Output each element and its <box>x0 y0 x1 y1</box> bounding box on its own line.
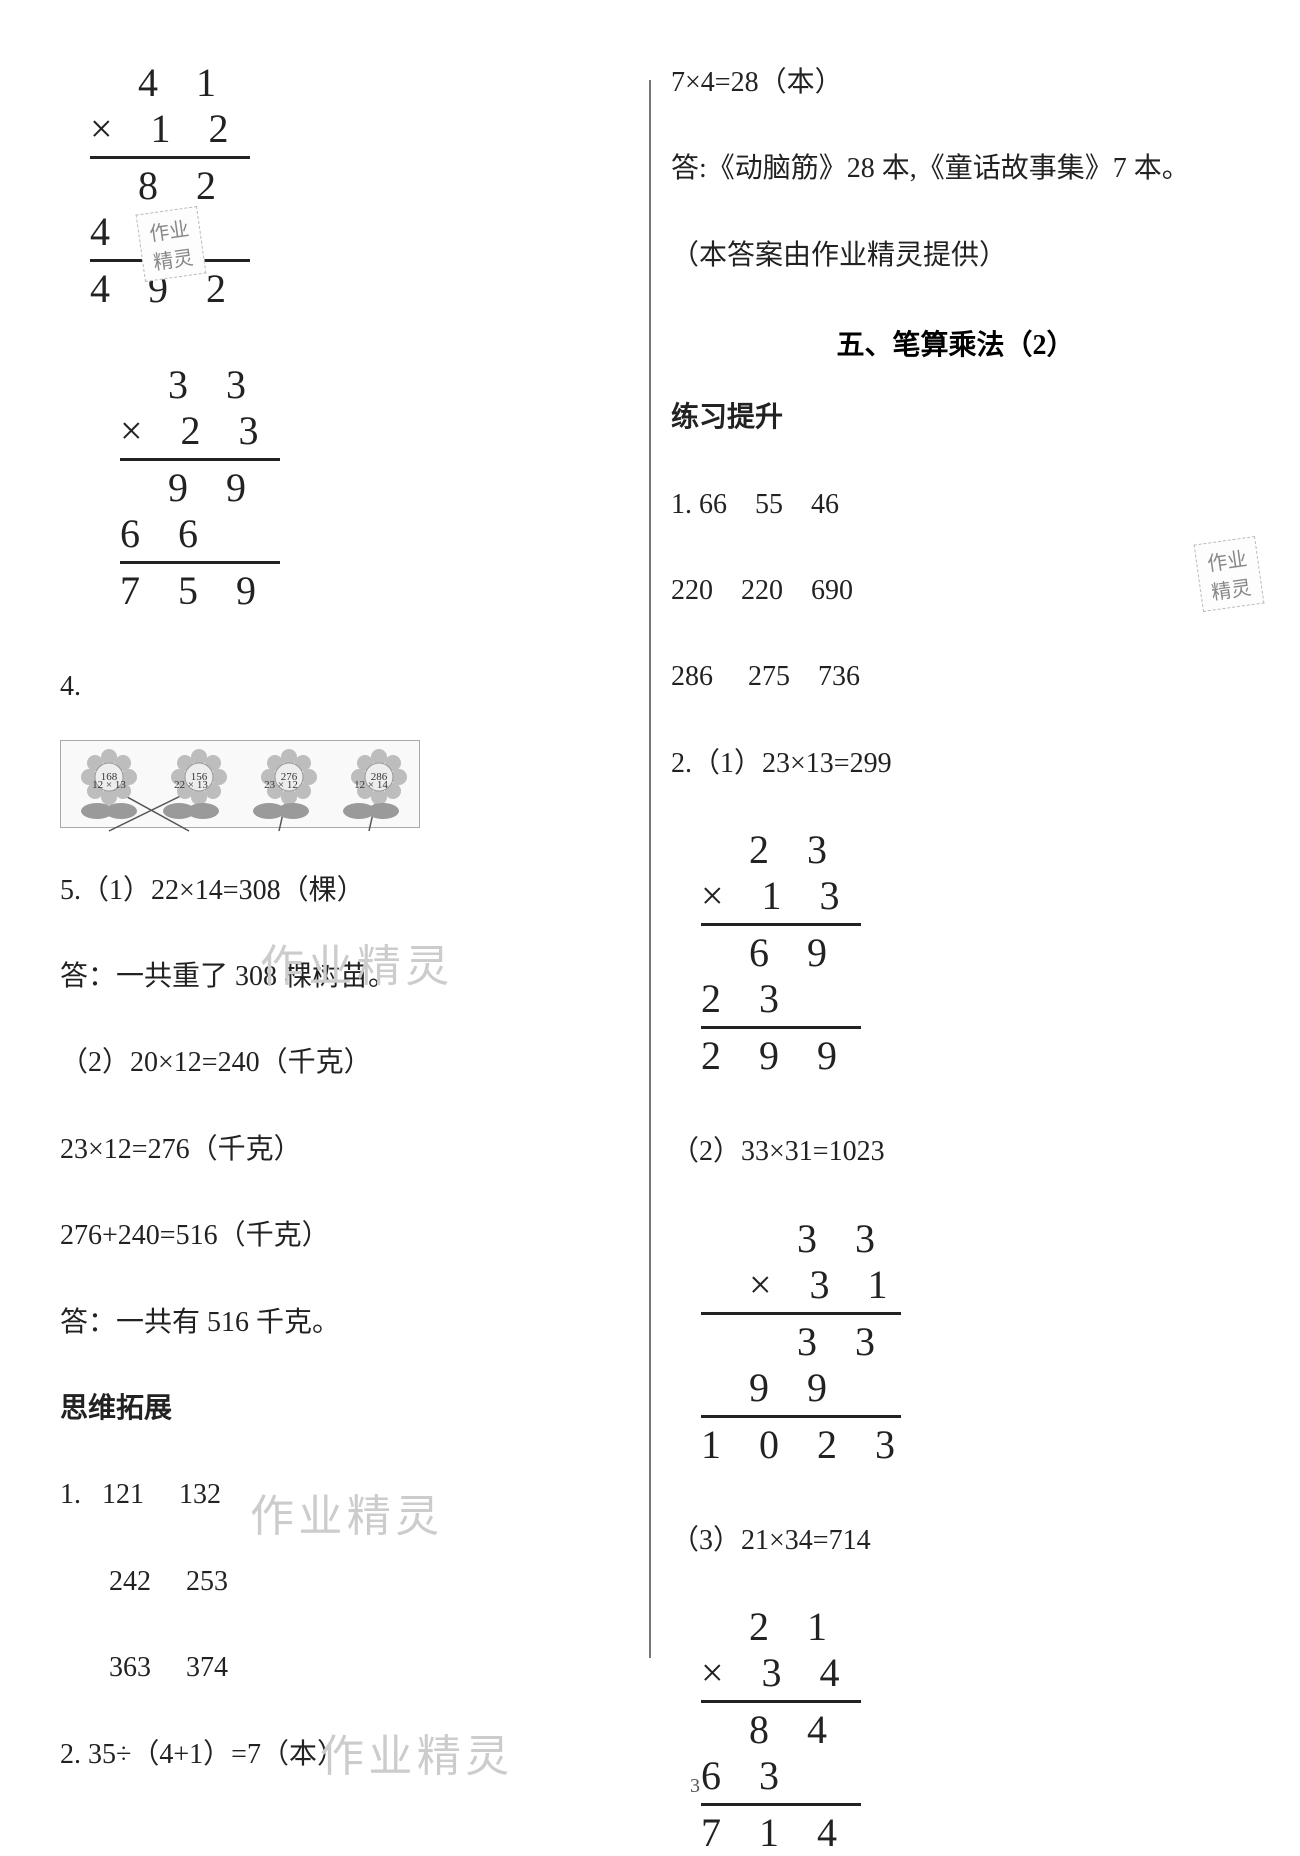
leaf-value: 23 × 12 <box>251 779 311 791</box>
r-line3: （本答案由作业精灵提供） <box>671 231 1240 281</box>
mult-row: 1 0 2 3 <box>701 1422 1240 1468</box>
thinking-extension-heading: 思维拓展 <box>60 1384 629 1434</box>
r1c: 286 275 736 <box>671 652 1240 702</box>
q2-3: （3）21×34=714 <box>671 1516 1240 1566</box>
q4-label: 4. <box>60 662 629 712</box>
q2-2: （2）33×31=1023 <box>671 1127 1240 1177</box>
leaf-node: 12 × 13 <box>79 791 139 821</box>
leaf-node: 12 × 14 <box>341 791 401 821</box>
multiplication-21x34: 2 1 × 3 4 8 4 6 3 7 1 4 <box>701 1604 1240 1856</box>
page-number: 3 <box>690 1775 700 1798</box>
mult-row: 7 5 9 <box>120 568 629 614</box>
rule-line <box>701 1312 901 1315</box>
mult-row: 2 3 <box>701 827 1240 873</box>
ext-row: 363 374 <box>60 1643 629 1693</box>
mult-row: 6 6 <box>120 511 629 557</box>
r1b: 220 220 690 <box>671 566 1240 616</box>
q5-2-answer: 答：一共有 516 千克。 <box>60 1298 629 1348</box>
mult-row: 8 4 <box>701 1707 1240 1753</box>
mult-row: 2 3 <box>701 976 1240 1022</box>
watermark-stamp: 作业精灵 <box>136 206 207 282</box>
column-divider <box>649 80 651 1658</box>
left-column: 4 1 × 1 2 8 2 4 1 4 9 2 作业精灵 3 3 × 2 3 9… <box>60 40 629 1798</box>
mult-row: 9 9 <box>120 465 629 511</box>
page-columns: 4 1 × 1 2 8 2 4 1 4 9 2 作业精灵 3 3 × 2 3 9… <box>60 40 1240 1798</box>
mult-row: 6 9 <box>701 930 1240 976</box>
right-column: 7×4=28（本） 答:《动脑筋》28 本,《童话故事集》7 本。 （本答案由作… <box>671 40 1240 1798</box>
mult-row: 6 3 <box>701 1753 1240 1799</box>
practice-heading: 练习提升 <box>671 393 1240 443</box>
q5-2b: 23×12=276（千克） <box>60 1125 629 1175</box>
r-line2: 答:《动脑筋》28 本,《童话故事集》7 本。 <box>671 144 1240 194</box>
q2-1: 2.（1）23×13=299 <box>671 739 1240 789</box>
q5-2: （2）20×12=240（千克） <box>60 1038 629 1088</box>
rule-line <box>120 561 280 564</box>
multiplication-23x13: 2 3 × 1 3 6 9 2 3 2 9 9 <box>701 827 1240 1079</box>
mult-row: 4 1 <box>90 60 629 106</box>
leaf-value: 12 × 13 <box>79 779 139 791</box>
mult-row: × 3 1 <box>701 1262 1240 1308</box>
mult-row: × 2 3 <box>120 408 629 454</box>
rule-line <box>701 923 861 926</box>
rule-line <box>701 1415 901 1418</box>
q5-1: 5.（1）22×14=308（棵） <box>60 866 629 916</box>
mult-row: 3 3 <box>701 1319 1240 1365</box>
mult-row: × 1 3 <box>701 873 1240 919</box>
r1a: 1. 66 55 46 <box>671 480 1240 530</box>
mult-row: 7 1 4 <box>701 1810 1240 1856</box>
ext-q2: 2. 35÷（4+1）=7（本） <box>60 1730 629 1780</box>
q5-2c: 276+240=516（千克） <box>60 1211 629 1261</box>
mult-row: 3 3 <box>120 362 629 408</box>
ext-row: 1. 121 132 <box>60 1470 629 1520</box>
mult-row: 2 9 9 <box>701 1033 1240 1079</box>
mult-row: 3 3 <box>701 1216 1240 1262</box>
rule-line <box>120 458 280 461</box>
leaf-node: 22 × 13 <box>161 791 221 821</box>
ext-row: 242 253 <box>60 1557 629 1607</box>
section-title: 五、笔算乘法（2） <box>671 323 1240 363</box>
multiplication-33x23: 3 3 × 2 3 9 9 6 6 7 5 9 <box>120 362 629 614</box>
mult-row: × 3 4 <box>701 1650 1240 1696</box>
mult-row: 9 9 <box>701 1365 1240 1411</box>
mult-row: 2 1 <box>701 1604 1240 1650</box>
rule-line <box>701 1803 861 1806</box>
watermark-stamp: 作业精灵 <box>1194 536 1265 612</box>
multiplication-33x31: 3 3 × 3 1 3 3 9 9 1 0 2 3 <box>701 1216 1240 1468</box>
r-line1: 7×4=28（本） <box>671 58 1240 108</box>
matching-diagram: 168 156 276 286 12 × 13 22 × 13 <box>60 740 420 827</box>
mult-row: 8 2 <box>90 163 629 209</box>
leaf-value: 12 × 14 <box>341 779 401 791</box>
rule-line <box>90 156 250 159</box>
leaf-value: 22 × 13 <box>161 779 221 791</box>
leaf-node: 23 × 12 <box>251 791 311 821</box>
rule-line <box>701 1026 861 1029</box>
rule-line <box>701 1700 861 1703</box>
q5-1-answer: 答：一共重了 308 棵树苗。 <box>60 952 629 1002</box>
mult-row: × 1 2 <box>90 106 629 152</box>
